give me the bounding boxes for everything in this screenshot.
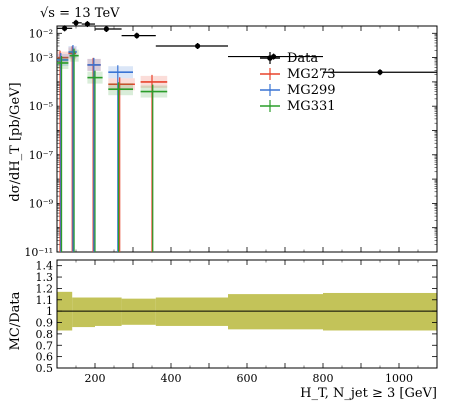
ratio-tick-label: 1 [46,305,53,318]
x-tick-label: 600 [237,372,258,385]
legend-marker-data [267,55,273,61]
data-point [195,43,201,49]
ratio-tick-label: 0.6 [36,351,54,364]
data-point [62,25,68,31]
x-tick-label: 200 [85,372,106,385]
x-tick-label: 800 [313,372,334,385]
ratio-tick-label: 1.1 [36,294,54,307]
data-point [134,33,140,39]
ratio-tick-label: 1.4 [36,260,54,273]
y-tick-label: 10⁻³ [29,52,53,65]
ratio-band-bin [95,297,122,326]
y-tick-label: 10⁻⁹ [29,197,54,210]
ratio-tick-label: 0.5 [36,362,54,375]
data-point [73,20,79,26]
ratio-band-bin [323,292,437,331]
y-tick-label: 10⁻¹¹ [24,246,53,259]
legend-label-mg273: MG273 [287,67,336,82]
x-axis-label: H_T, N_jet ≥ 3 [GeV] [300,386,437,401]
chart-title: √s = 13 TeV [40,6,120,21]
y-tick-label: 10⁻⁵ [29,100,53,113]
ratio-band-bin [121,298,156,325]
legend-label-mg331: MG331 [287,99,336,114]
ratio-tick-label: 0.8 [36,328,54,341]
main-plot-frame [56,25,438,253]
y-axis-label: dσ/dH_T [pb/GeV] [8,82,23,201]
data-point [377,69,383,75]
y-tick-label: 10⁻⁷ [29,149,54,162]
data-point [84,21,90,27]
ratio-band-bin [228,294,323,330]
x-tick-label: 1000 [385,372,413,385]
ratio-band-bin [155,297,228,326]
legend-label-mg299: MG299 [287,83,336,98]
y-tick-label: 10⁻² [29,27,53,40]
legend-label-data: Data [287,51,318,66]
x-tick-label: 400 [161,372,182,385]
ratio-tick-label: 0.7 [36,339,54,352]
ratio-plot: 200 400 600 800 10000.50.60.70.80.911.11.21.… [36,259,438,385]
data-point [103,26,109,32]
ratio-axis-label: MC/Data [8,291,23,350]
ratio-tick-label: 0.9 [36,317,54,330]
ratio-tick-label: 1.2 [36,282,54,295]
ratio-band-bin [72,297,95,328]
ratio-plot-frame [56,259,438,369]
ratio-tick-label: 1.3 [36,271,54,284]
